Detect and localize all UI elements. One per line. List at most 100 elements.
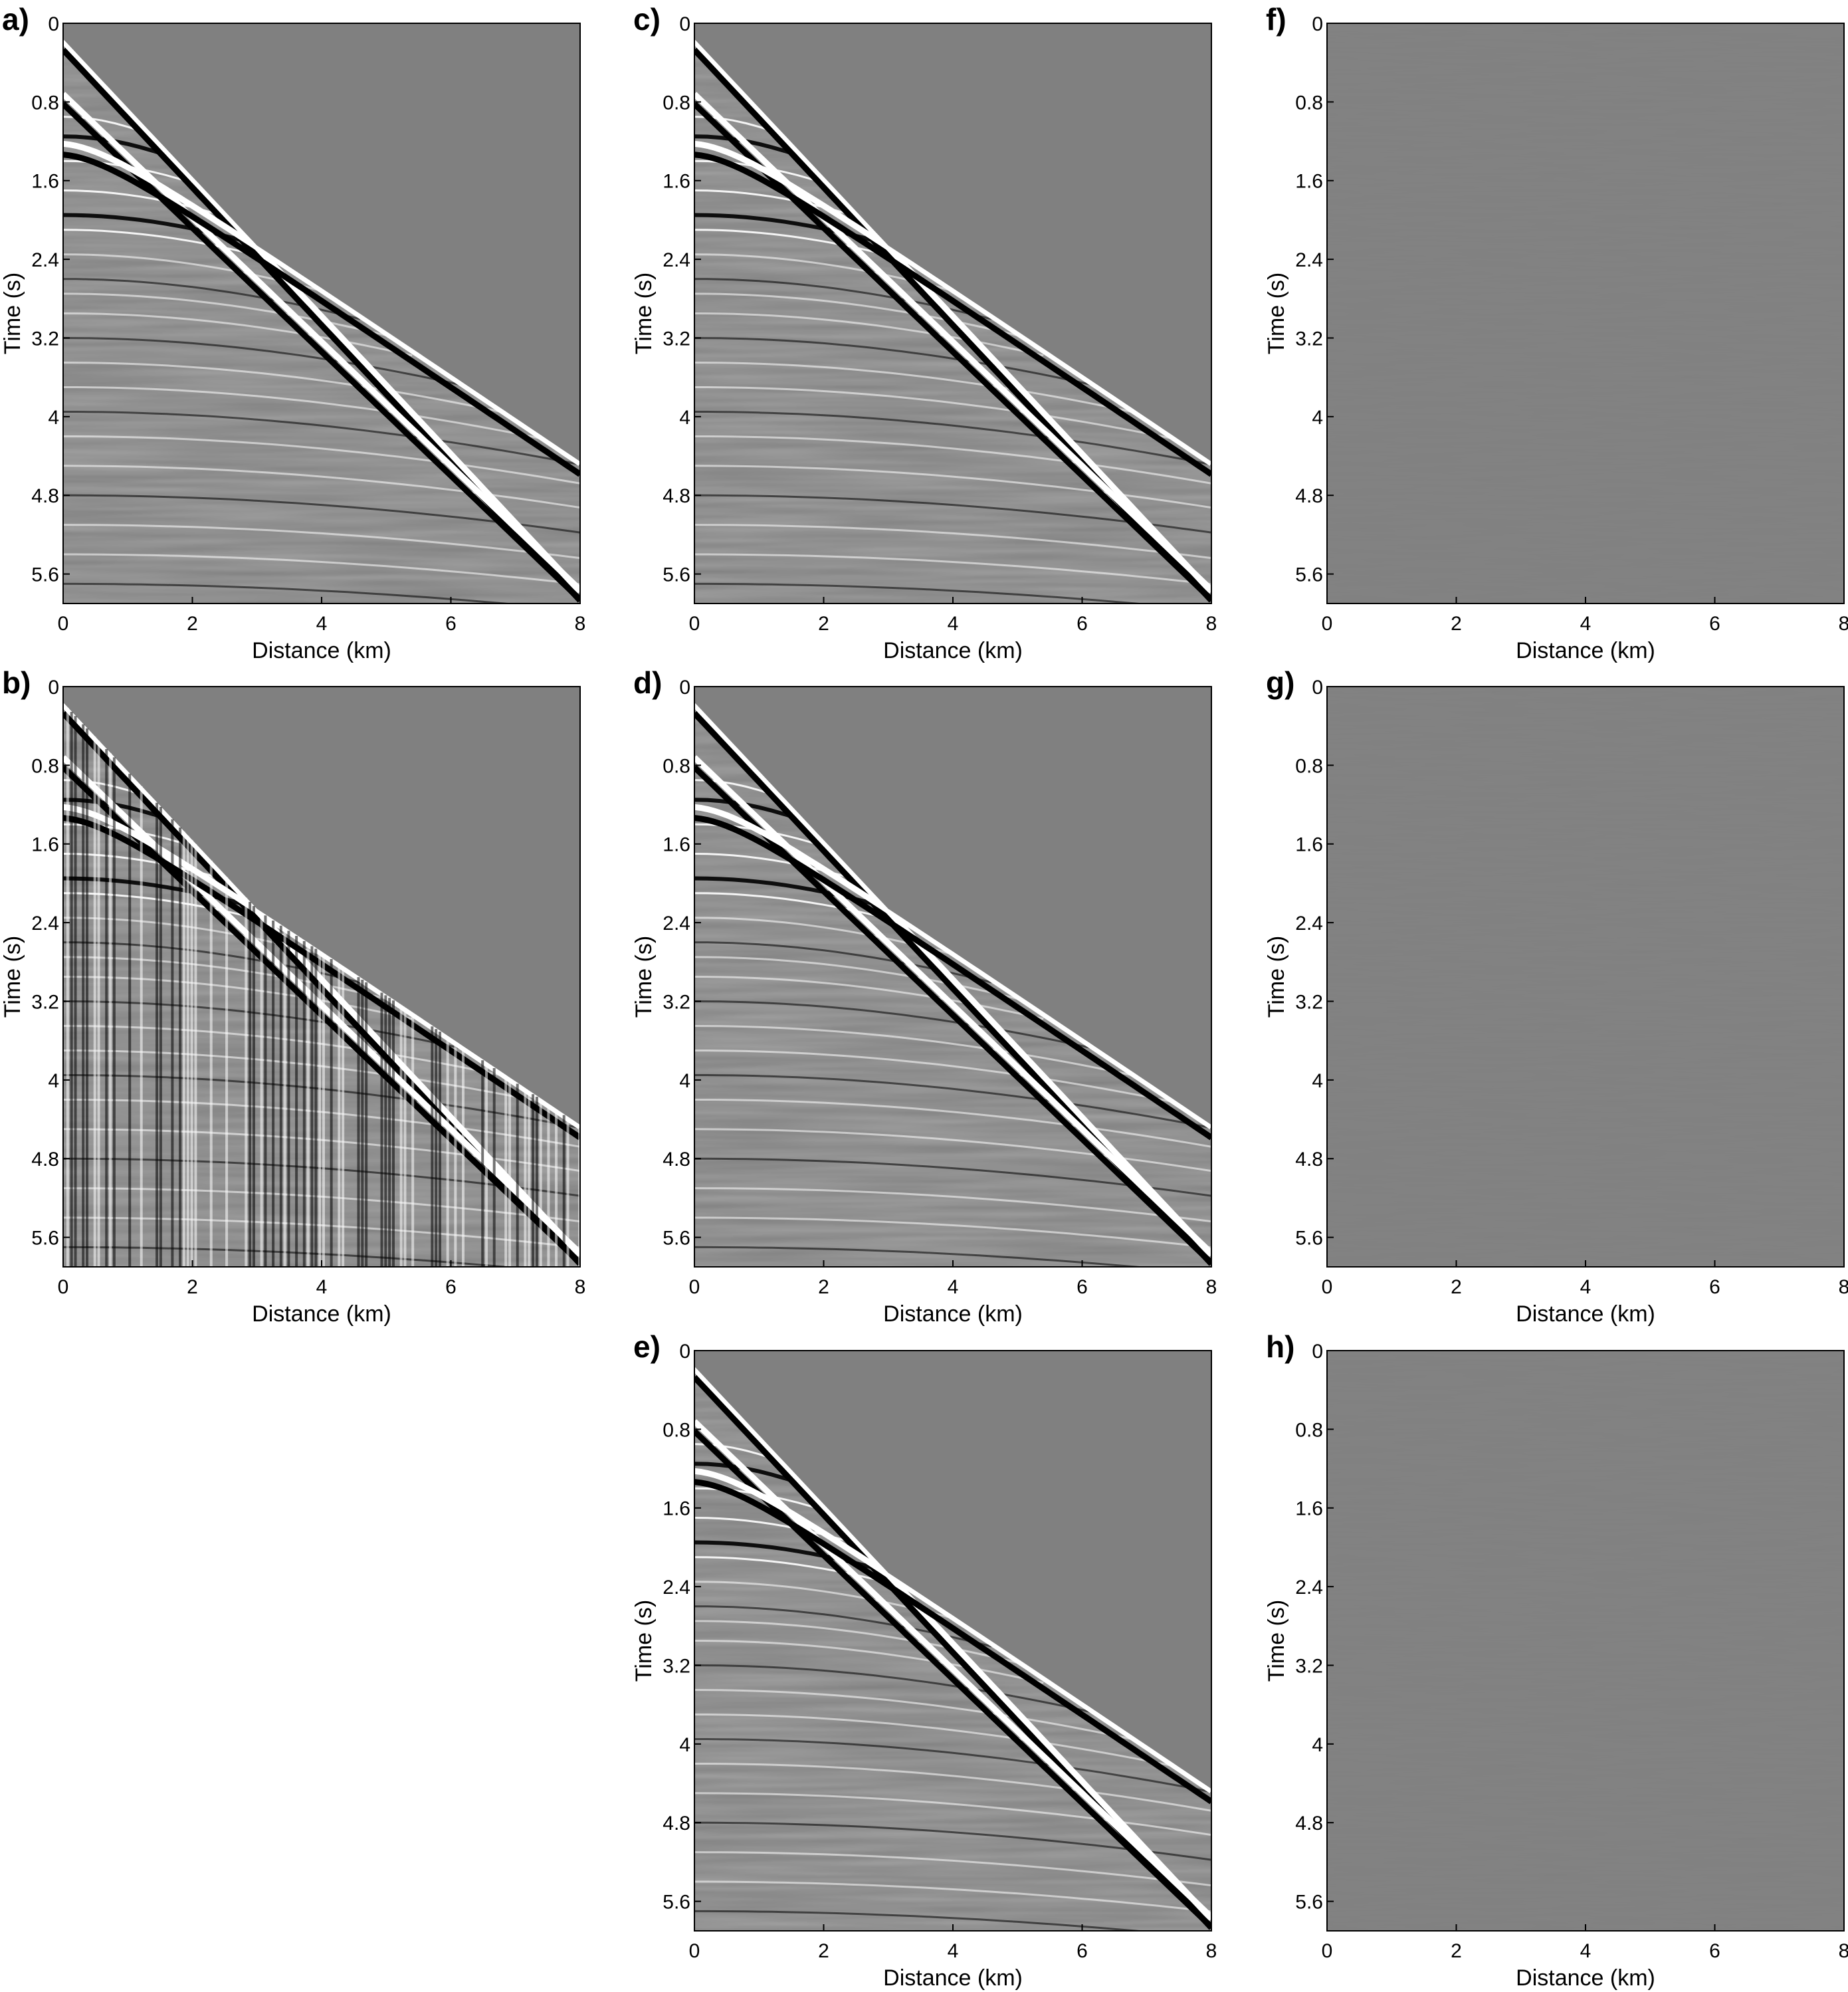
- x-tick-label: 4: [948, 1940, 959, 1962]
- panel-b: 0 2 4 6 8 0 0.8 1.6 2.4 3.2 4 4.8 5.6 Distance (km) Ti…: [0, 665, 585, 1327]
- y-tick-label: 0: [679, 1341, 690, 1363]
- reflection-event: [63, 386, 542, 440]
- y-tick-label: 4: [679, 407, 690, 429]
- y-tick-label: 0.8: [31, 755, 59, 777]
- reflection-event: [694, 362, 1134, 413]
- x-axis-label: Distance (km): [883, 1965, 1023, 1991]
- decimated-trace: [539, 1099, 542, 1267]
- reflection-event: [694, 553, 1211, 586]
- seismic-image: [694, 1351, 1211, 1931]
- panel-c: 0 2 4 6 8 0 0.8 1.6 2.4 3.2 4 4.8 5.6 Distance (km) Ti…: [631, 2, 1217, 663]
- y-tick-label: 5.6: [1295, 1892, 1323, 1914]
- decimated-trace: [109, 753, 112, 1267]
- y-tick-label: 3.2: [1295, 1655, 1323, 1677]
- y-tick-label: 2.4: [663, 1577, 690, 1599]
- decimated-trace: [504, 1075, 508, 1267]
- direct-arrival: [694, 804, 1211, 1130]
- reflection-event: [694, 292, 1018, 336]
- decimated-trace: [508, 1078, 512, 1267]
- y-axis-label: Time (s): [1264, 1600, 1289, 1682]
- y-tick-label: 4.8: [663, 485, 690, 507]
- decimated-trace: [283, 928, 286, 1267]
- decimated-trace: [302, 941, 306, 1267]
- x-tick-label: 6: [1077, 613, 1088, 635]
- reflection-event: [694, 386, 1173, 440]
- reflection-event: [63, 229, 270, 260]
- panel-g: 0 2 4 6 8 0 0.8 1.6 2.4 3.2 4 4.8 5.6 Distance (km) Ti…: [1264, 665, 1848, 1327]
- reflection-event: [694, 1851, 1211, 1887]
- reflection-event: [694, 1187, 1211, 1223]
- direct-arrival: [694, 1468, 1211, 1794]
- decimated-trace: [310, 946, 314, 1267]
- y-tick-label: 0.8: [31, 92, 59, 114]
- decimated-trace: [97, 740, 100, 1267]
- panel-label: e): [633, 1329, 661, 1364]
- decimated-trace: [159, 806, 162, 1267]
- y-tick-label: 2.4: [1295, 1577, 1323, 1599]
- panel-label: h): [1266, 1329, 1294, 1364]
- y-tick-label: 2.4: [1295, 249, 1323, 271]
- y-tick-label: 0: [48, 677, 59, 699]
- decimated-trace: [82, 724, 85, 1267]
- panel-e: 0 2 4 6 8 0 0.8 1.6 2.4 3.2 4 4.8 5.6 Distance (km) Ti…: [631, 1329, 1217, 1991]
- decimated-trace: [295, 936, 298, 1267]
- decimated-trace: [93, 736, 96, 1267]
- panel-label: d): [633, 665, 662, 700]
- x-tick-label: 4: [948, 613, 959, 635]
- x-axis-label: Distance (km): [1516, 638, 1655, 663]
- reflection-event: [694, 1880, 1211, 1913]
- decimated-trace: [306, 943, 310, 1267]
- y-axis-label: Time (s): [631, 273, 657, 354]
- reflection-event: [63, 312, 413, 357]
- y-tick-label: 5.6: [663, 1228, 690, 1250]
- reflection-event: [694, 1689, 1134, 1741]
- y-tick-label: 3.2: [31, 328, 59, 350]
- decimated-trace: [388, 998, 391, 1267]
- decimated-trace: [155, 802, 159, 1267]
- x-tick-label: 0: [1322, 1940, 1333, 1962]
- x-tick-label: 0: [1322, 1276, 1333, 1298]
- direct-arrival: [694, 39, 1211, 594]
- x-tick-label: 2: [818, 1940, 829, 1962]
- y-tick-label: 0: [1312, 677, 1323, 699]
- reflection-event: [63, 582, 516, 604]
- x-axis-label: Distance (km): [883, 638, 1023, 663]
- decimated-trace: [252, 906, 255, 1267]
- y-tick-label: 0: [679, 13, 690, 35]
- y-tick-label: 4: [1312, 407, 1323, 429]
- x-tick-label: 4: [316, 1276, 328, 1298]
- residual-noise: [1327, 23, 1844, 604]
- reflection-event: [63, 976, 413, 1020]
- x-tick-label: 0: [58, 1276, 69, 1298]
- y-tick-label: 0.8: [663, 755, 690, 777]
- x-tick-label: 2: [1451, 1276, 1462, 1298]
- decimated-trace: [547, 1104, 550, 1267]
- decimated-trace: [70, 712, 73, 1267]
- direct-arrival: [63, 140, 580, 467]
- y-tick-label: 3.2: [31, 991, 59, 1013]
- direct-arrival: [694, 1366, 1211, 1922]
- direct-arrival: [63, 102, 580, 602]
- y-tick-label: 1.6: [1295, 1498, 1323, 1520]
- decimated-trace: [481, 1060, 484, 1267]
- y-axis-label: Time (s): [631, 1600, 657, 1682]
- decimated-trace: [361, 979, 364, 1267]
- x-tick-label: 8: [1206, 613, 1217, 635]
- direct-arrival: [694, 765, 1211, 1266]
- reflection-event: [694, 1640, 1044, 1684]
- reflection-event: [63, 524, 580, 560]
- direct-arrival: [694, 815, 1211, 1141]
- reflection-event: [694, 1074, 1211, 1129]
- reflection-event: [694, 524, 1211, 560]
- x-tick-label: 2: [818, 1276, 829, 1298]
- decimated-trace: [439, 1032, 442, 1267]
- y-tick-label: 0: [1312, 1341, 1323, 1363]
- decimated-trace: [532, 1094, 535, 1267]
- decimated-trace: [524, 1089, 527, 1267]
- reflection-event: [63, 337, 464, 387]
- x-tick-label: 2: [1451, 1940, 1462, 1962]
- x-tick-label: 6: [1709, 1940, 1720, 1962]
- y-tick-label: 4: [1312, 1070, 1323, 1092]
- decimated-trace: [435, 1029, 438, 1267]
- decimated-trace: [245, 897, 248, 1267]
